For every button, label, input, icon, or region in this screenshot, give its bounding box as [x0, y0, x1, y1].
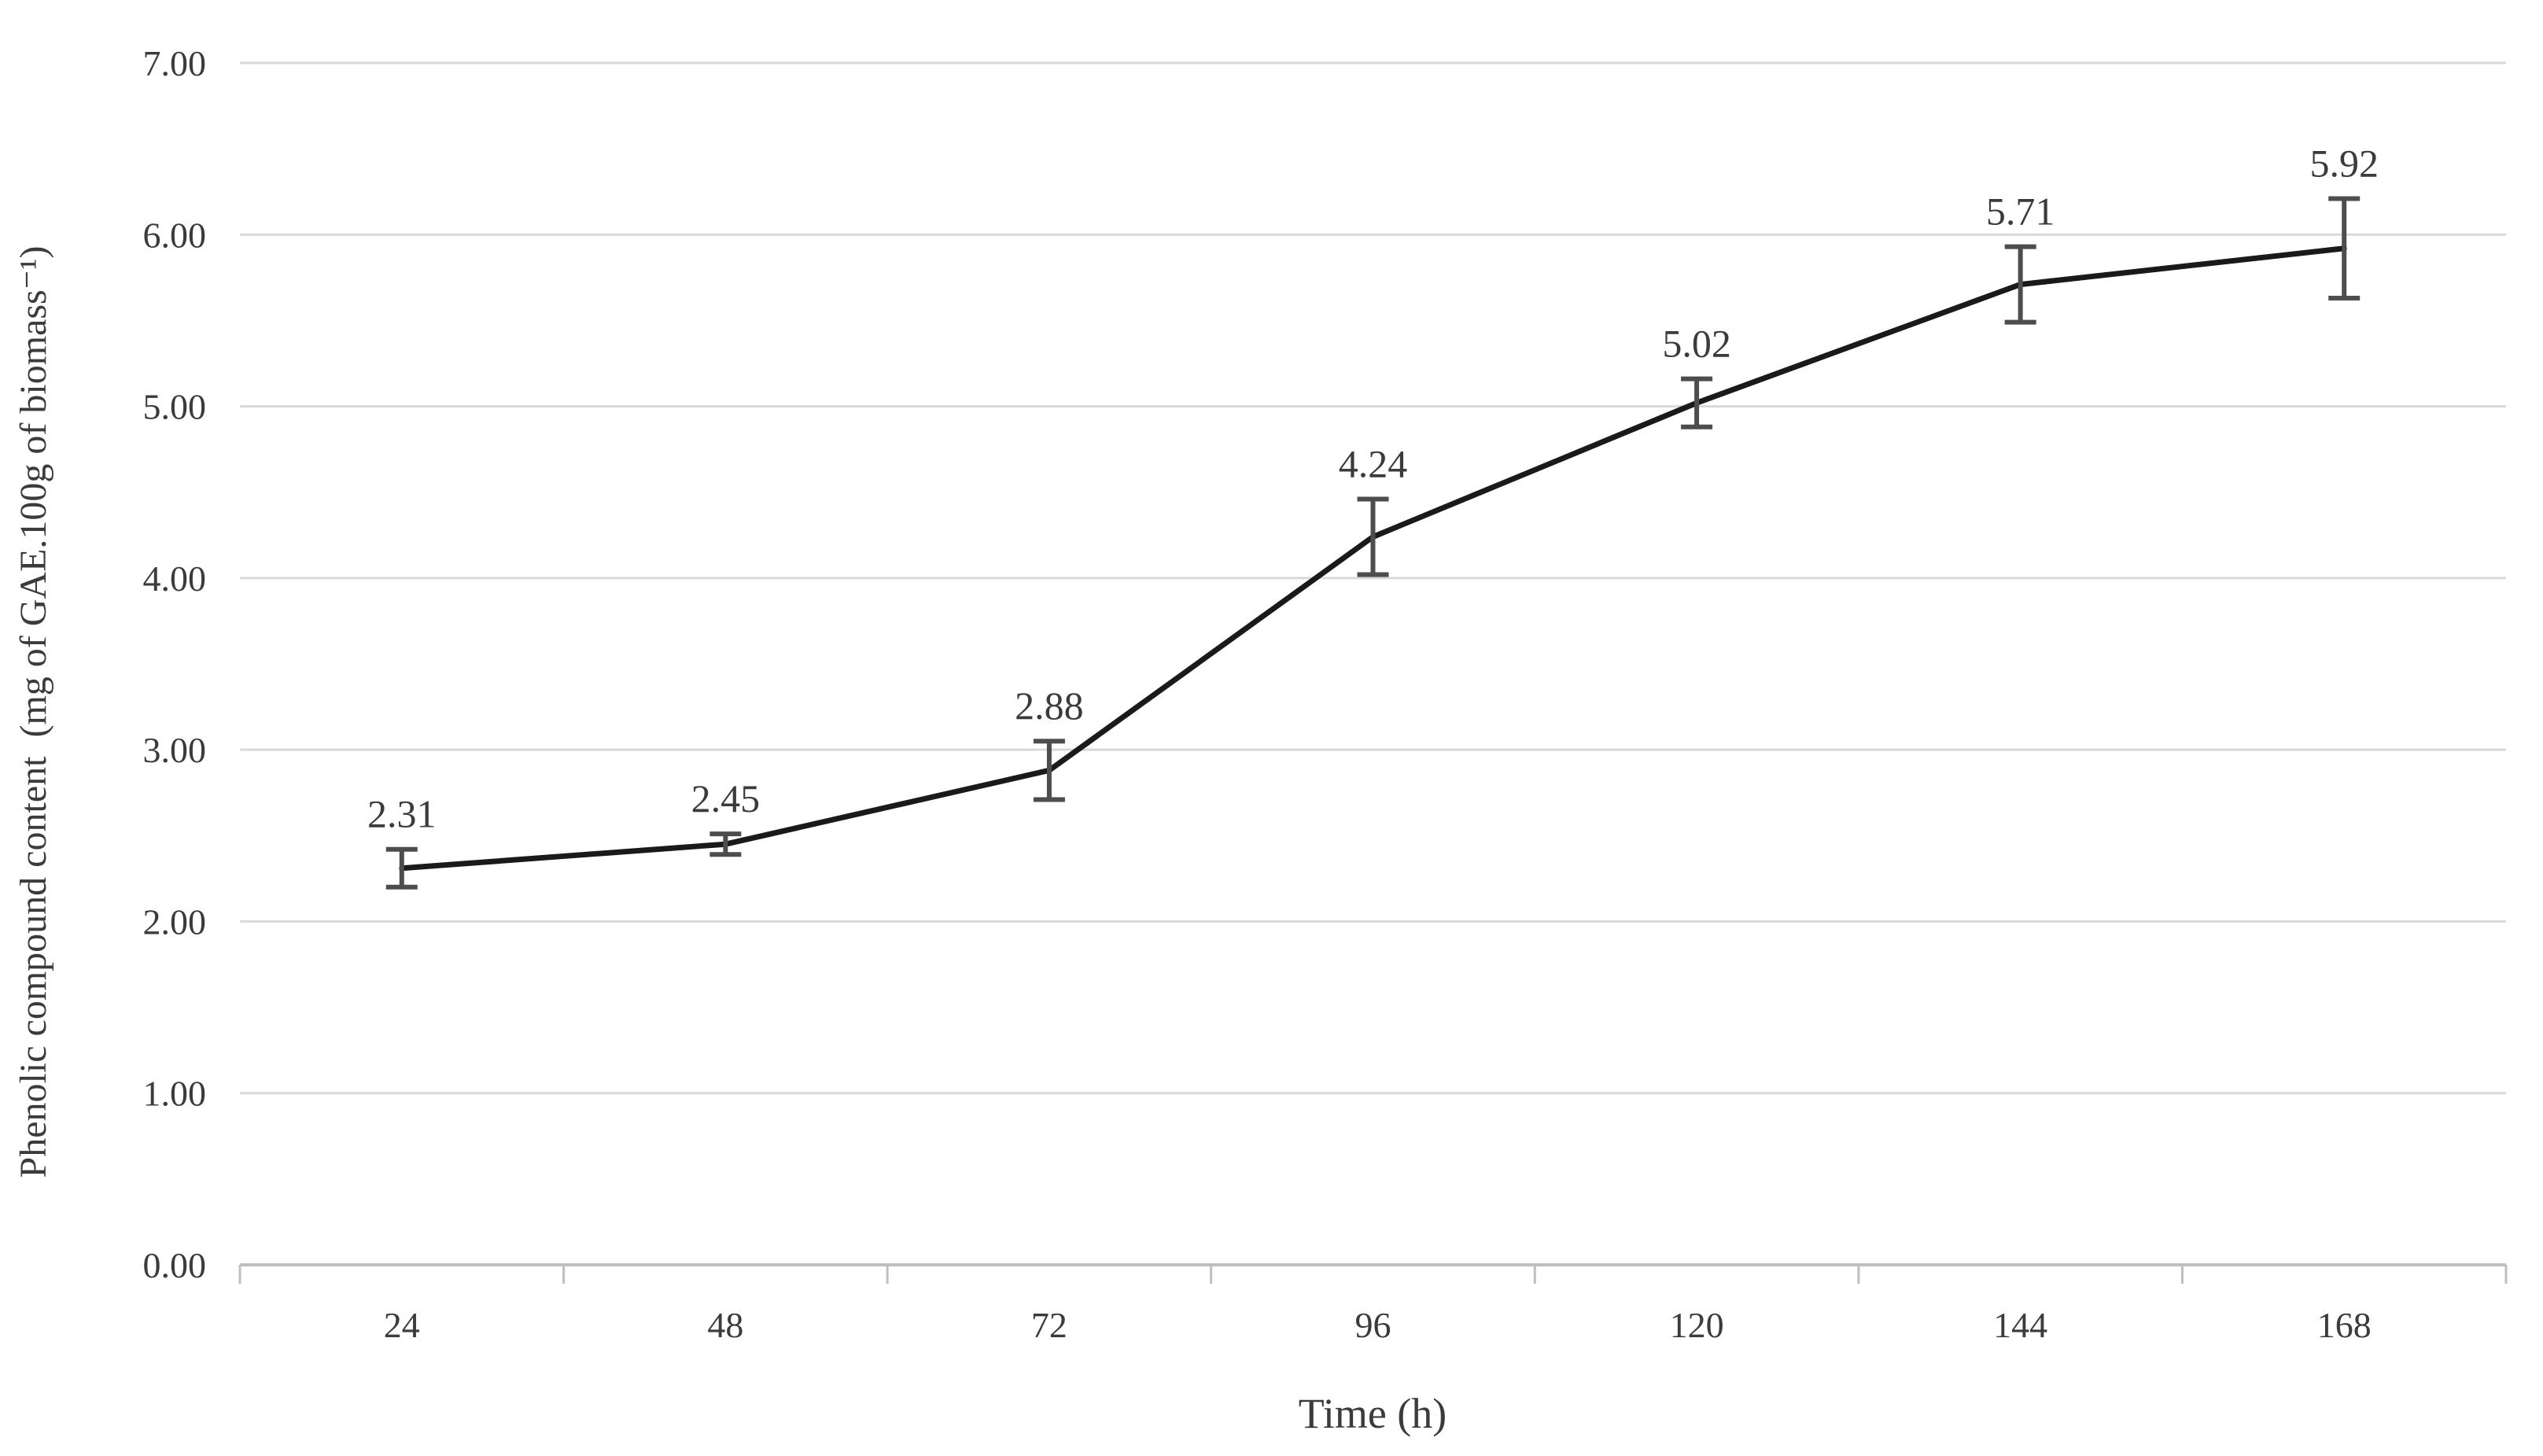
x-tick-labels: 24 48 72 96 120 144 168 [384, 1305, 2372, 1345]
x-tick-label: 96 [1355, 1305, 1391, 1345]
data-label: 2.88 [1015, 684, 1084, 728]
data-labels: 2.31 2.45 2.88 4.24 5.02 5.71 5.92 [367, 141, 2379, 835]
y-tick-labels: 0.00 1.00 2.00 3.00 4.00 5.00 6.00 7.00 [143, 43, 207, 1285]
data-label: 2.31 [367, 792, 437, 836]
y-tick-label: 3.00 [143, 730, 207, 770]
y-tick-label: 7.00 [143, 43, 207, 83]
y-axis-title: Phenolic compound content (mg of GAE.100… [13, 246, 54, 1178]
x-tick-label: 72 [1031, 1305, 1067, 1345]
y-tick-label: 6.00 [143, 215, 207, 255]
y-tick-label: 5.00 [143, 387, 207, 427]
y-tick-label: 2.00 [143, 901, 207, 942]
data-label: 5.02 [1662, 322, 1731, 366]
x-tick-label: 48 [707, 1305, 743, 1345]
x-axis-line-and-ticks [238, 1265, 2508, 1284]
data-label: 5.92 [2309, 141, 2379, 185]
y-tick-label: 0.00 [143, 1245, 207, 1285]
x-tick-label: 168 [2317, 1305, 2372, 1345]
data-label: 5.71 [1986, 190, 2055, 234]
x-tick-label: 24 [384, 1305, 420, 1345]
error-bars [385, 196, 2361, 890]
x-tick-label: 120 [1670, 1305, 1724, 1345]
data-label: 4.24 [1339, 441, 1408, 485]
y-tick-label: 1.00 [143, 1074, 207, 1114]
gridlines [240, 61, 2506, 1266]
x-axis-title: Time (h) [1299, 1390, 1447, 1437]
x-tick-label: 144 [1993, 1305, 2047, 1345]
data-label: 2.45 [691, 776, 761, 820]
y-tick-label: 4.00 [143, 558, 207, 599]
